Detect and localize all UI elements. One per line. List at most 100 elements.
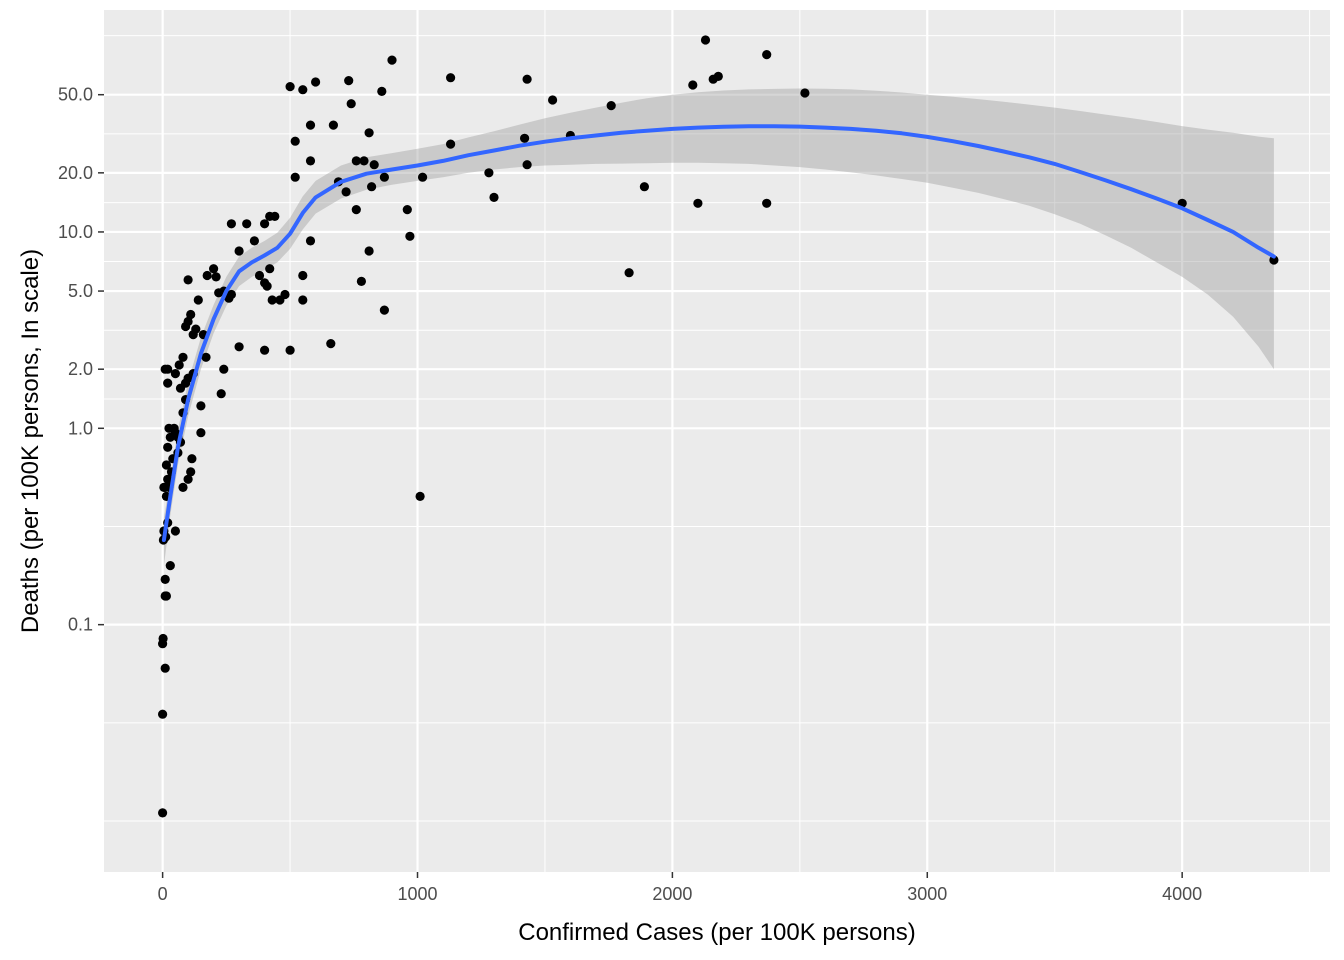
data-point [305,156,316,166]
data-point [522,160,532,170]
data-point [484,168,494,178]
data-point [624,268,634,278]
data-point [226,289,236,300]
data-point [262,281,272,291]
data-point [183,316,193,327]
data-point [290,136,300,146]
data-point [178,352,188,362]
data-point [367,182,377,192]
data-point [234,246,244,256]
y-axis-title: Deaths (per 100K persons, In scale) [17,249,44,633]
data-point [249,236,259,246]
data-point [446,73,456,83]
data-point [161,460,171,470]
data-point [163,442,173,452]
data-point [186,467,196,477]
data-point [161,591,171,601]
y-tick-label: 0.1 [68,615,93,635]
data-point [160,663,170,673]
data-point [186,309,196,320]
y-tick-label: 1.0 [68,418,93,438]
y-tick-label: 10.0 [58,222,93,242]
data-point [234,342,244,352]
data-point [163,474,173,484]
data-point [265,264,275,274]
data-point [285,345,295,355]
data-point [418,172,428,182]
data-point [341,187,351,197]
data-point [298,270,308,281]
data-point [346,99,356,109]
data-point [170,526,180,536]
data-point [270,211,280,221]
y-axis: 0.1 1.0 2.0 5.0 10.0 20.0 50.0 [58,85,104,635]
data-point [762,50,772,60]
data-point [163,378,173,388]
data-point [160,574,170,585]
data-point [446,139,456,149]
confidence-ribbon [163,88,1274,566]
data-point [489,192,499,202]
x-tick-label: 3000 [907,884,947,904]
data-point [158,808,168,818]
data-point [369,160,379,170]
data-point [298,295,308,305]
data-points [158,35,1279,818]
data-point [548,95,558,105]
data-point [356,276,366,286]
data-point [688,80,698,90]
data-point [201,352,211,362]
data-point [242,219,252,229]
data-point [713,71,723,81]
data-point [219,364,229,374]
y-tick-label: 5.0 [68,281,93,301]
x-axis-title: Confirmed Cases (per 100K persons) [518,919,916,946]
y-tick-label: 50.0 [58,85,93,105]
data-point [290,172,300,182]
plot-panel [104,10,1330,872]
data-point [364,246,374,256]
x-tick-label: 4000 [1162,884,1202,904]
data-point [158,633,168,644]
x-tick-label: 0 [158,884,168,904]
data-point [415,491,425,501]
data-point [379,305,389,315]
data-point [280,289,290,300]
data-point [174,360,184,370]
data-point [800,88,810,98]
data-point [183,474,193,484]
data-point [359,156,369,166]
minor-gridlines [104,10,1330,872]
data-point [193,295,203,305]
data-point [364,128,374,138]
data-point [606,101,616,111]
data-point [285,82,295,92]
data-point [305,236,316,246]
data-point [216,389,226,399]
data-point [326,339,336,349]
data-point [202,270,212,281]
data-point [387,55,397,65]
data-point [522,74,532,84]
data-point [170,369,180,379]
data-point [405,231,415,241]
data-point [311,77,321,87]
data-point [402,205,412,215]
data-point [178,482,188,492]
data-point [639,182,650,192]
y-tick-label: 20.0 [58,163,93,183]
data-point [267,295,277,305]
y-tick-label: 2.0 [68,359,93,379]
data-point [298,85,308,95]
data-point [196,401,206,411]
data-point [158,709,168,719]
data-point [693,198,703,208]
data-point [183,275,193,285]
data-point [196,428,206,438]
data-point [351,205,361,215]
data-point [377,86,387,96]
data-point [379,172,389,182]
data-point [351,156,361,166]
data-point [254,270,265,281]
